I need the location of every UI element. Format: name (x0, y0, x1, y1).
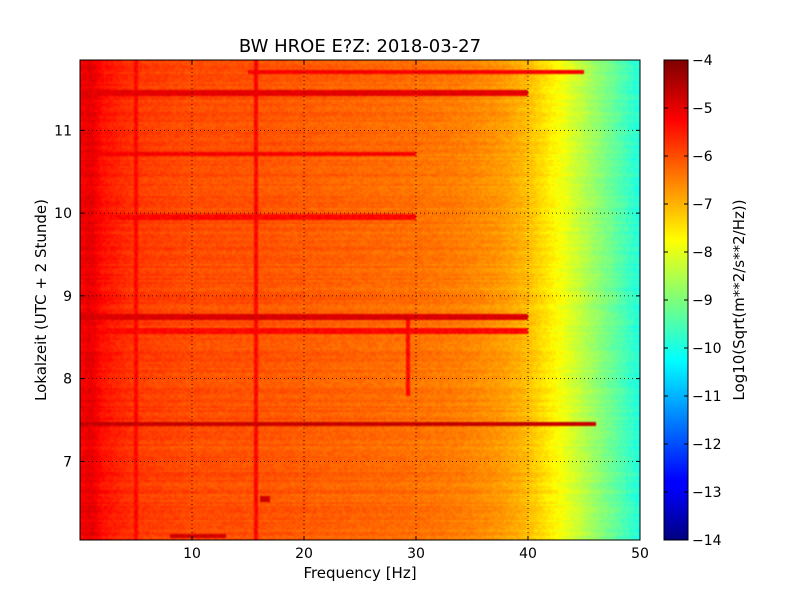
colorbar-tick-label: −11 (692, 389, 722, 405)
y-tick-label: 9 (63, 289, 72, 305)
colorbar-ticks: −4 −5 −6 −7 −8 −9 −10 −11 −12 −13 −14 (664, 53, 722, 549)
y-tick-label: 10 (54, 206, 72, 222)
colorbar-tick-label: −7 (692, 197, 713, 213)
colorbar-tick-label: −8 (692, 245, 713, 261)
y-tick-label: 7 (63, 454, 72, 470)
colorbar-tick-label: −4 (692, 53, 713, 69)
colorbar: −4 −5 −6 −7 −8 −9 −10 −11 −12 −13 −14 (663, 53, 722, 549)
x-tick-label: 10 (183, 546, 201, 562)
chart-title: BW HROE E?Z: 2018-03-27 (239, 36, 481, 57)
colorbar-tick-label: −5 (692, 101, 713, 117)
spectrogram-plot: 10 20 30 40 50 7 8 9 10 11 (54, 59, 649, 562)
colorbar-tick-label: −14 (692, 533, 722, 549)
x-tick-label: 20 (295, 546, 313, 562)
x-axis-ticks: 10 20 30 40 50 (183, 60, 649, 562)
colorbar-tick-label: −6 (692, 149, 713, 165)
y-tick-label: 11 (54, 123, 72, 139)
colorbar-tick-label: −13 (692, 485, 722, 501)
x-axis-label: Frequency [Hz] (303, 564, 416, 582)
colorbar-tick-label: −9 (692, 293, 713, 309)
grid-lines (80, 60, 640, 540)
x-tick-label: 40 (519, 546, 537, 562)
plot-frame (79, 59, 641, 541)
y-axis-ticks: 7 8 9 10 11 (54, 123, 640, 470)
x-tick-label: 50 (631, 546, 649, 562)
y-axis-label: Lokalzeit (UTC + 2 Stunde) (32, 199, 50, 401)
colorbar-tick-label: −10 (692, 341, 722, 357)
x-tick-label: 30 (407, 546, 425, 562)
y-tick-label: 8 (63, 372, 72, 388)
colorbar-tick-label: −12 (692, 437, 722, 453)
spectrogram-image (80, 60, 640, 540)
colorbar-label: Log10(Sqrt(m**2/s**2/Hz)) (730, 199, 748, 400)
